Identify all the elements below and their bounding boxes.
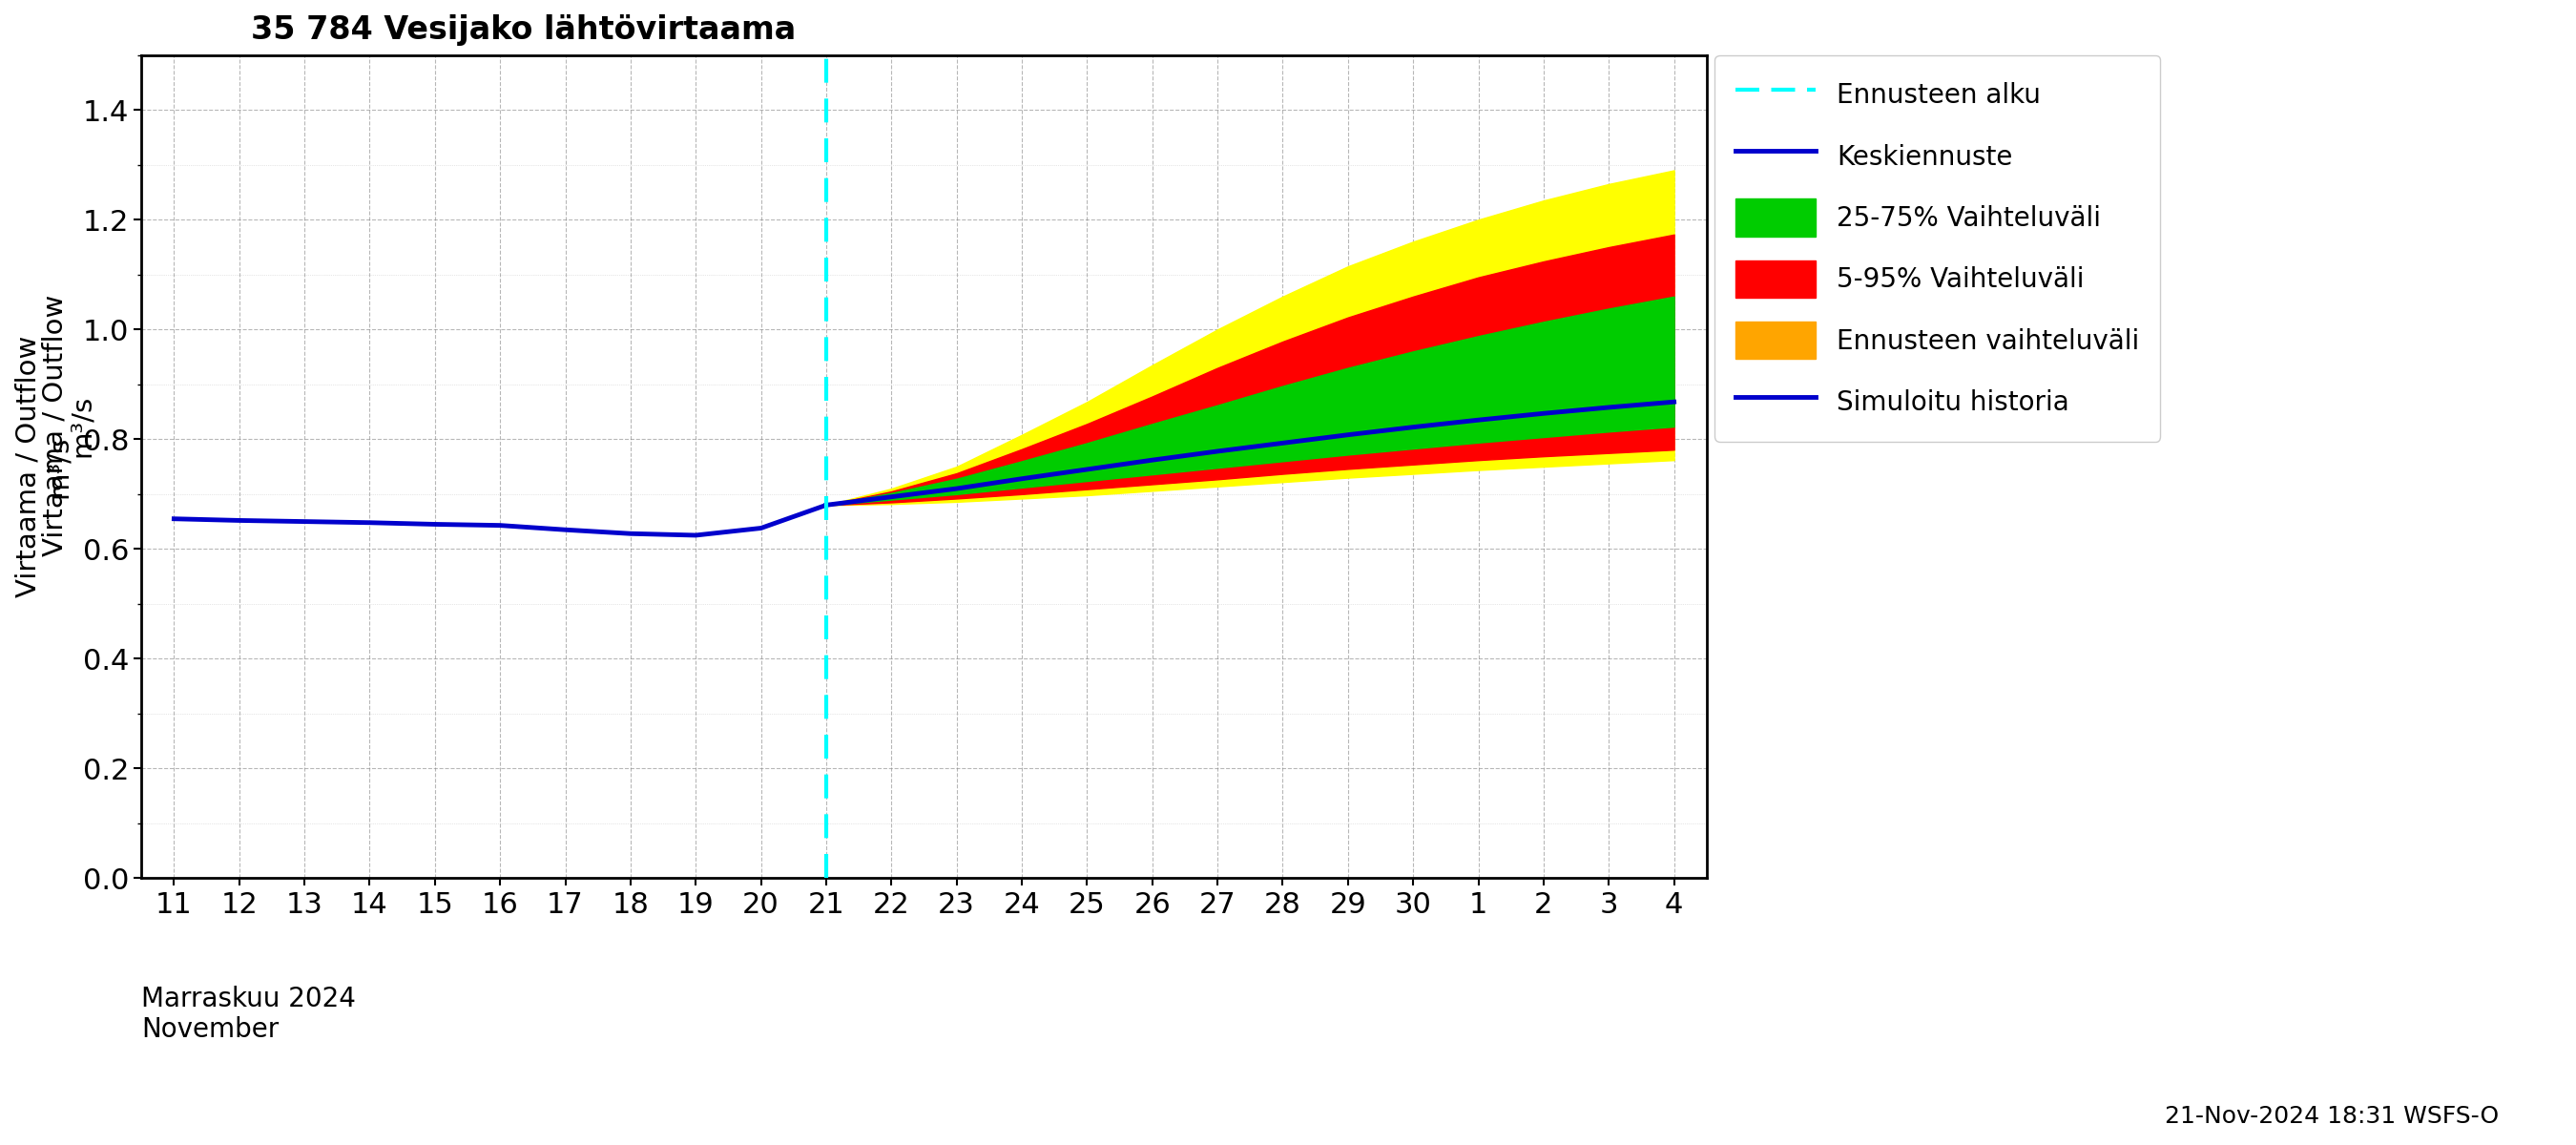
Text: Marraskuu 2024
November: Marraskuu 2024 November [142,986,355,1043]
Y-axis label: Virtaama / Outflow
m³/s: Virtaama / Outflow m³/s [15,335,72,598]
Legend: Ennusteen alku, Keskiennuste, 25-75% Vaihteluväli, 5-95% Vaihteluväli, Ennusteen: Ennusteen alku, Keskiennuste, 25-75% Vai… [1716,55,2161,442]
Text: Virtaama / Outflow: Virtaama / Outflow [41,294,70,556]
Text: m³/s: m³/s [70,394,95,457]
Text: 21-Nov-2024 18:31 WSFS-O: 21-Nov-2024 18:31 WSFS-O [2164,1105,2499,1128]
Text: 35 784 Vesijako lähtövirtaama: 35 784 Vesijako lähtövirtaama [250,14,796,46]
